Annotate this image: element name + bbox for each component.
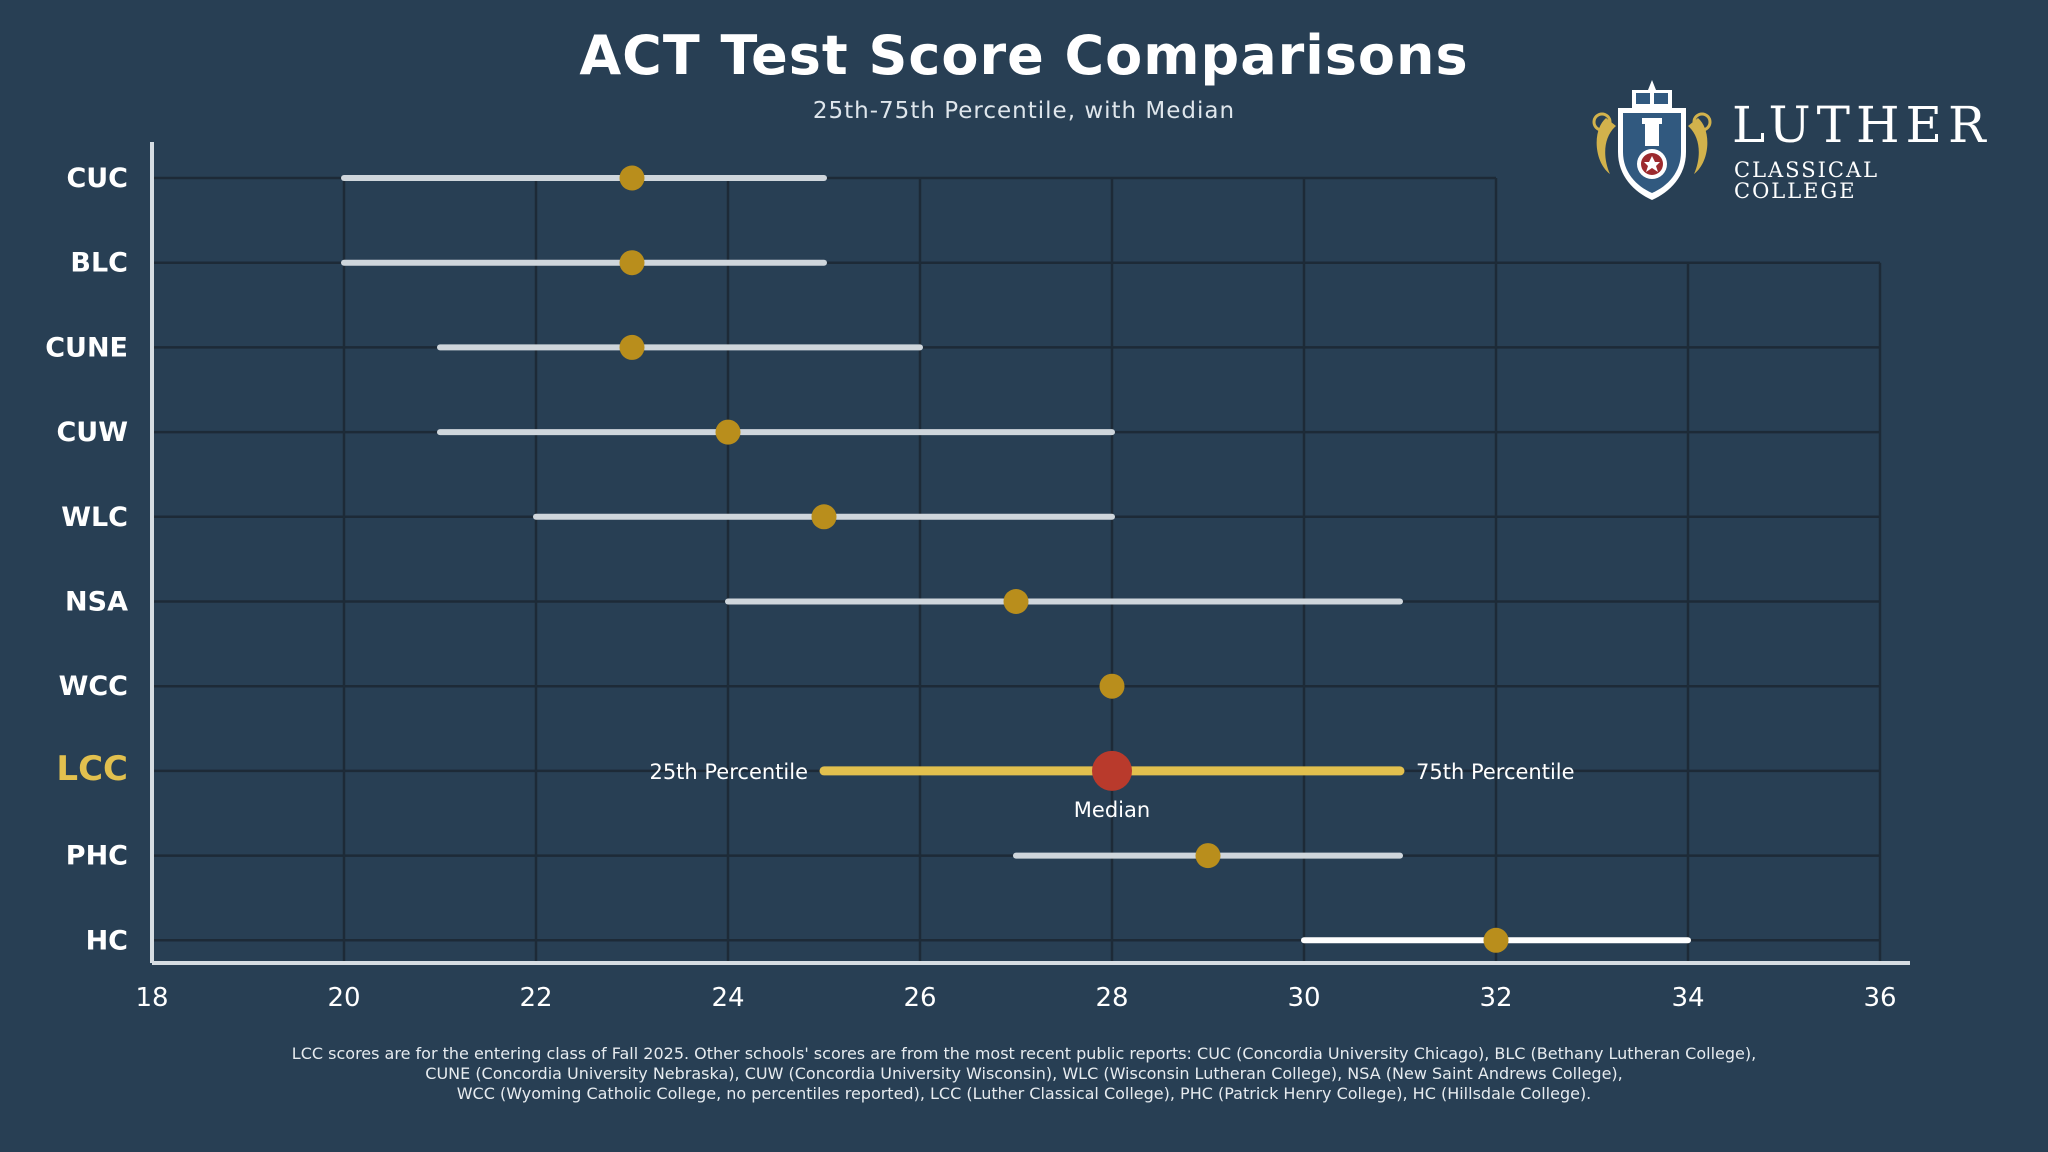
x-tick-label: 26 xyxy=(903,983,936,1013)
logo-wordmark: LUTHER xyxy=(1732,96,1992,154)
median-marker xyxy=(619,250,645,276)
median-marker xyxy=(715,419,741,445)
college-logo: LUTHER CLASSICAL COLLEGE xyxy=(1588,78,1988,208)
logo-tagline: CLASSICAL COLLEGE xyxy=(1734,158,1880,203)
p75-annotation: 75th Percentile xyxy=(1416,760,1575,784)
median-marker xyxy=(1003,589,1029,614)
x-tick-label: 34 xyxy=(1671,983,1704,1013)
chart-subtitle: 25th-75th Percentile, with Median xyxy=(812,98,1236,124)
x-tick-label: 20 xyxy=(327,983,360,1013)
median-marker xyxy=(1099,673,1125,699)
y-category-label: WCC xyxy=(59,671,128,702)
median-marker xyxy=(1092,750,1132,791)
y-category-label: NSA xyxy=(65,587,128,618)
footnote-line: WCC (Wyoming Catholic College, no percen… xyxy=(456,1084,1592,1103)
x-tick-label: 22 xyxy=(519,983,552,1013)
y-category-label: WLC xyxy=(61,502,128,533)
median-marker xyxy=(619,334,645,360)
footnote: LCC scores are for the entering class of… xyxy=(0,1044,2048,1104)
median-annotation: Median xyxy=(1074,798,1150,822)
y-category-label: PHC xyxy=(66,841,128,872)
y-category-label: BLC xyxy=(70,248,128,279)
grid xyxy=(152,176,1882,963)
y-category-label: CUNE xyxy=(45,332,128,363)
p25-annotation: 25th Percentile xyxy=(649,760,808,784)
chart-title: ACT Test Score Comparisons xyxy=(579,24,1469,87)
x-tick-label: 28 xyxy=(1095,983,1128,1013)
x-tick-label: 30 xyxy=(1287,983,1320,1013)
median-marker xyxy=(619,165,645,191)
y-category-label: LCC xyxy=(56,749,128,789)
shield-crest-icon xyxy=(1592,80,1712,200)
median-marker xyxy=(1483,927,1509,953)
footnote-line: CUNE (Concordia University Nebraska), CU… xyxy=(425,1064,1623,1083)
x-tick-label: 18 xyxy=(135,983,168,1013)
median-marker xyxy=(811,504,837,530)
y-category-label: CUC xyxy=(66,163,128,194)
y-category-label: CUW xyxy=(56,417,128,448)
footnote-line: LCC scores are for the entering class of… xyxy=(291,1044,1757,1063)
x-tick-label: 36 xyxy=(1863,983,1896,1013)
x-tick-label: 32 xyxy=(1479,983,1512,1013)
x-tick-label: 24 xyxy=(711,983,744,1013)
median-marker xyxy=(1195,843,1221,869)
y-category-label: HC xyxy=(86,925,128,956)
